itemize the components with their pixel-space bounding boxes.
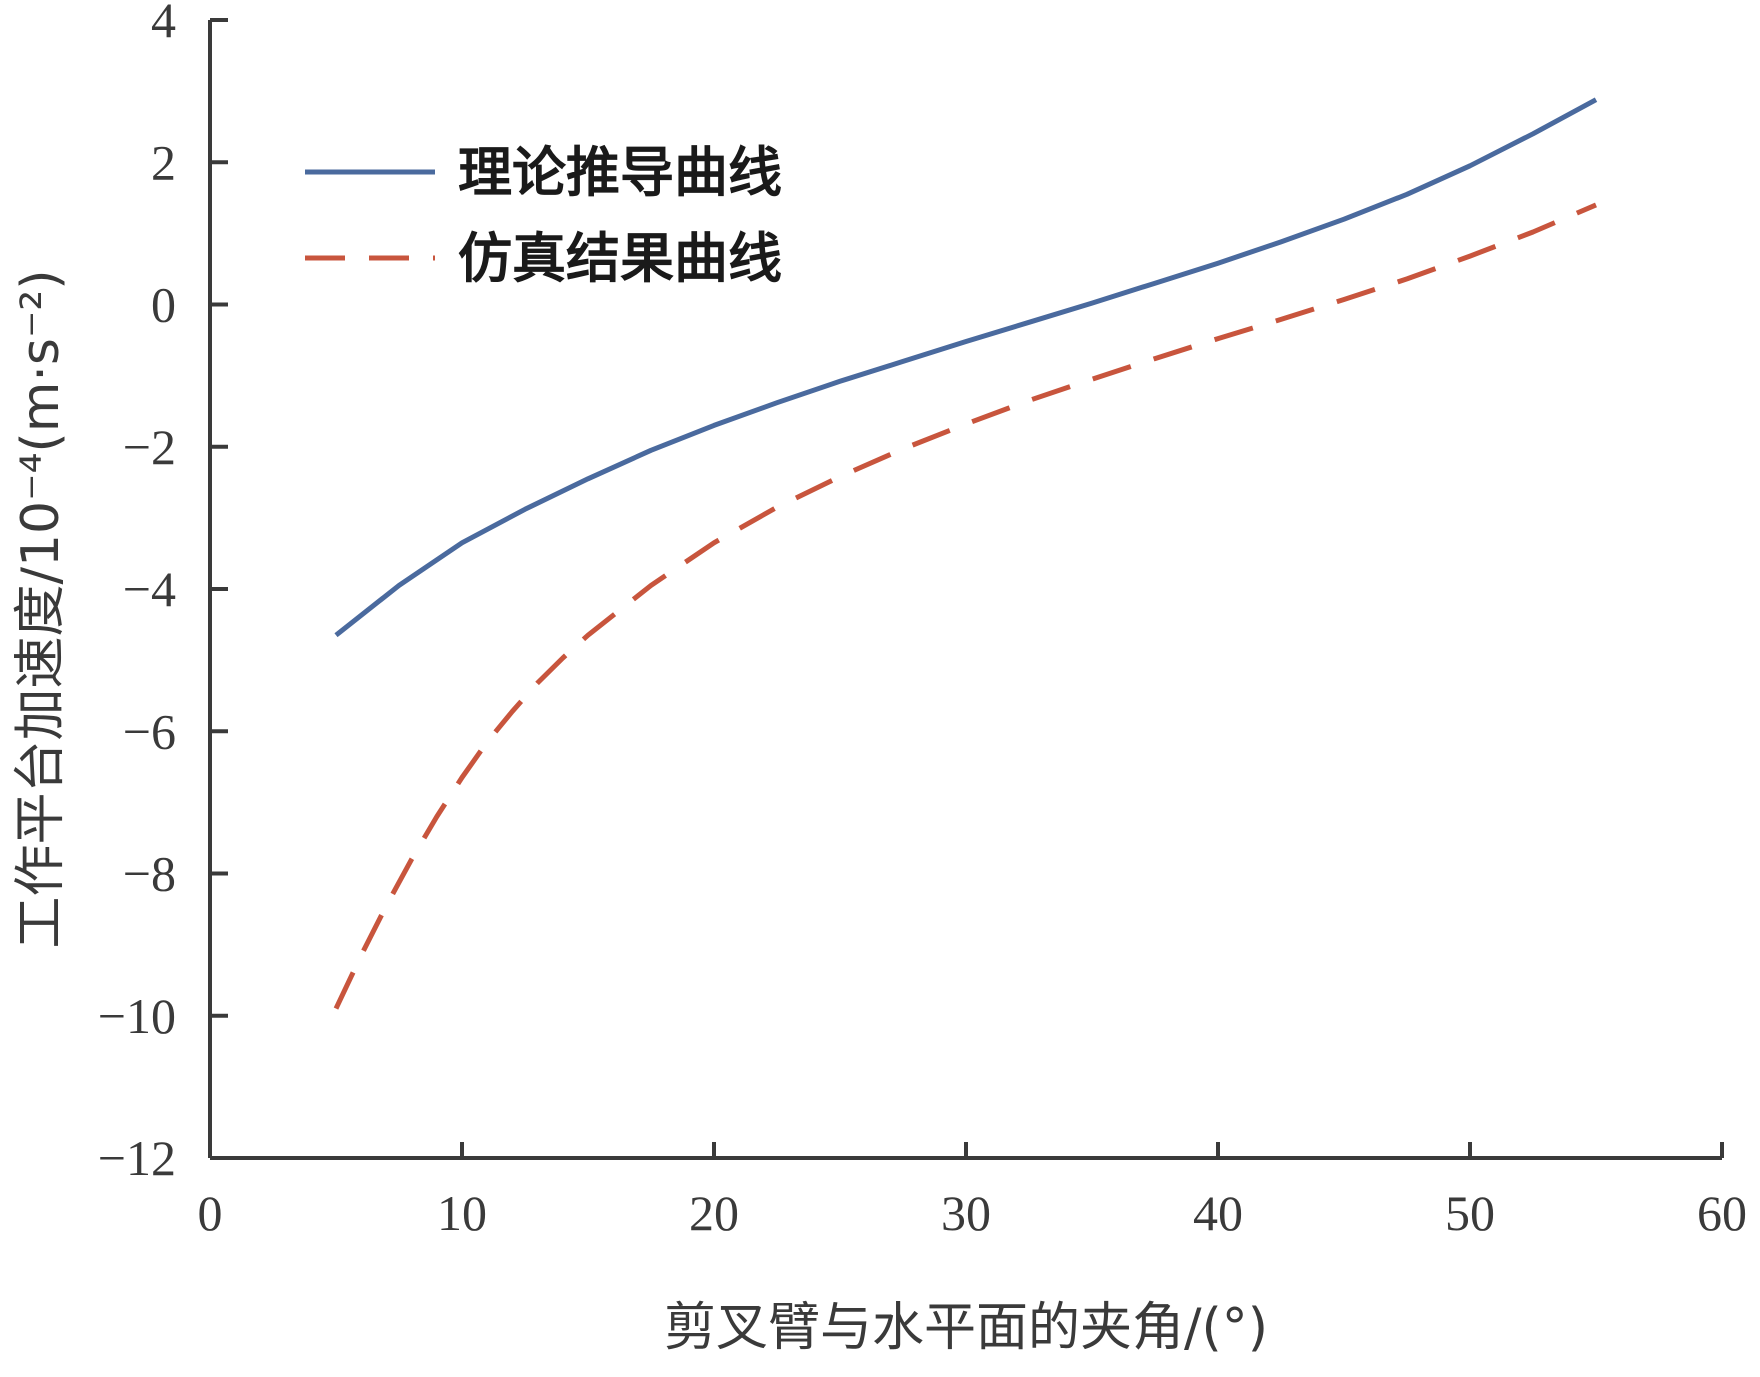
x-tick-label: 0 xyxy=(198,1185,223,1241)
series-line-simulation xyxy=(333,202,1597,1010)
y-ticks: 4 2 0 −2 −4 −6 −8 −10 −12 xyxy=(98,0,228,1186)
series-layer xyxy=(333,97,1598,1010)
y-tick-label: −2 xyxy=(123,419,176,475)
y-tick-label: 4 xyxy=(151,0,176,48)
series-line-theory xyxy=(334,97,1598,638)
legend: 理论推导曲线 仿真结果曲线 xyxy=(305,141,782,290)
axes xyxy=(208,20,1722,1160)
y-tick-label: 0 xyxy=(151,277,176,333)
x-tick-label: 30 xyxy=(941,1185,991,1241)
y-tick-label: −12 xyxy=(98,1130,176,1186)
y-tick-label: 2 xyxy=(151,134,176,190)
y-axis-title: 工作平台加速度/10⁻⁴(m·s⁻²) xyxy=(11,269,71,948)
legend-label-simulation: 仿真结果曲线 xyxy=(458,227,782,290)
x-tick-label: 20 xyxy=(689,1185,739,1241)
legend-label-theory: 理论推导曲线 xyxy=(458,141,782,204)
x-axis-title: 剪叉臂与水平面的夹角/(°) xyxy=(664,1298,1268,1358)
x-tick-label: 60 xyxy=(1697,1185,1747,1241)
y-tick-label: −4 xyxy=(123,561,176,617)
x-ticks: 0 10 20 30 40 50 60 xyxy=(198,1142,1747,1241)
y-tick-label: −6 xyxy=(123,703,176,759)
y-tick-label: −8 xyxy=(123,846,176,902)
y-tick-label: −10 xyxy=(98,988,176,1044)
x-tick-label: 10 xyxy=(437,1185,487,1241)
x-tick-label: 50 xyxy=(1445,1185,1495,1241)
x-tick-label: 40 xyxy=(1193,1185,1243,1241)
